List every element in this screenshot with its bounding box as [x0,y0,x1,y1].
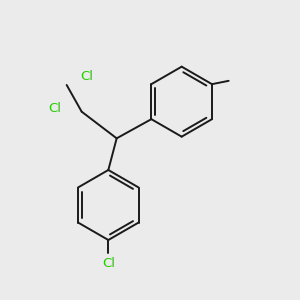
Text: Cl: Cl [49,102,62,115]
Text: Cl: Cl [102,257,115,270]
Text: Cl: Cl [80,70,93,83]
